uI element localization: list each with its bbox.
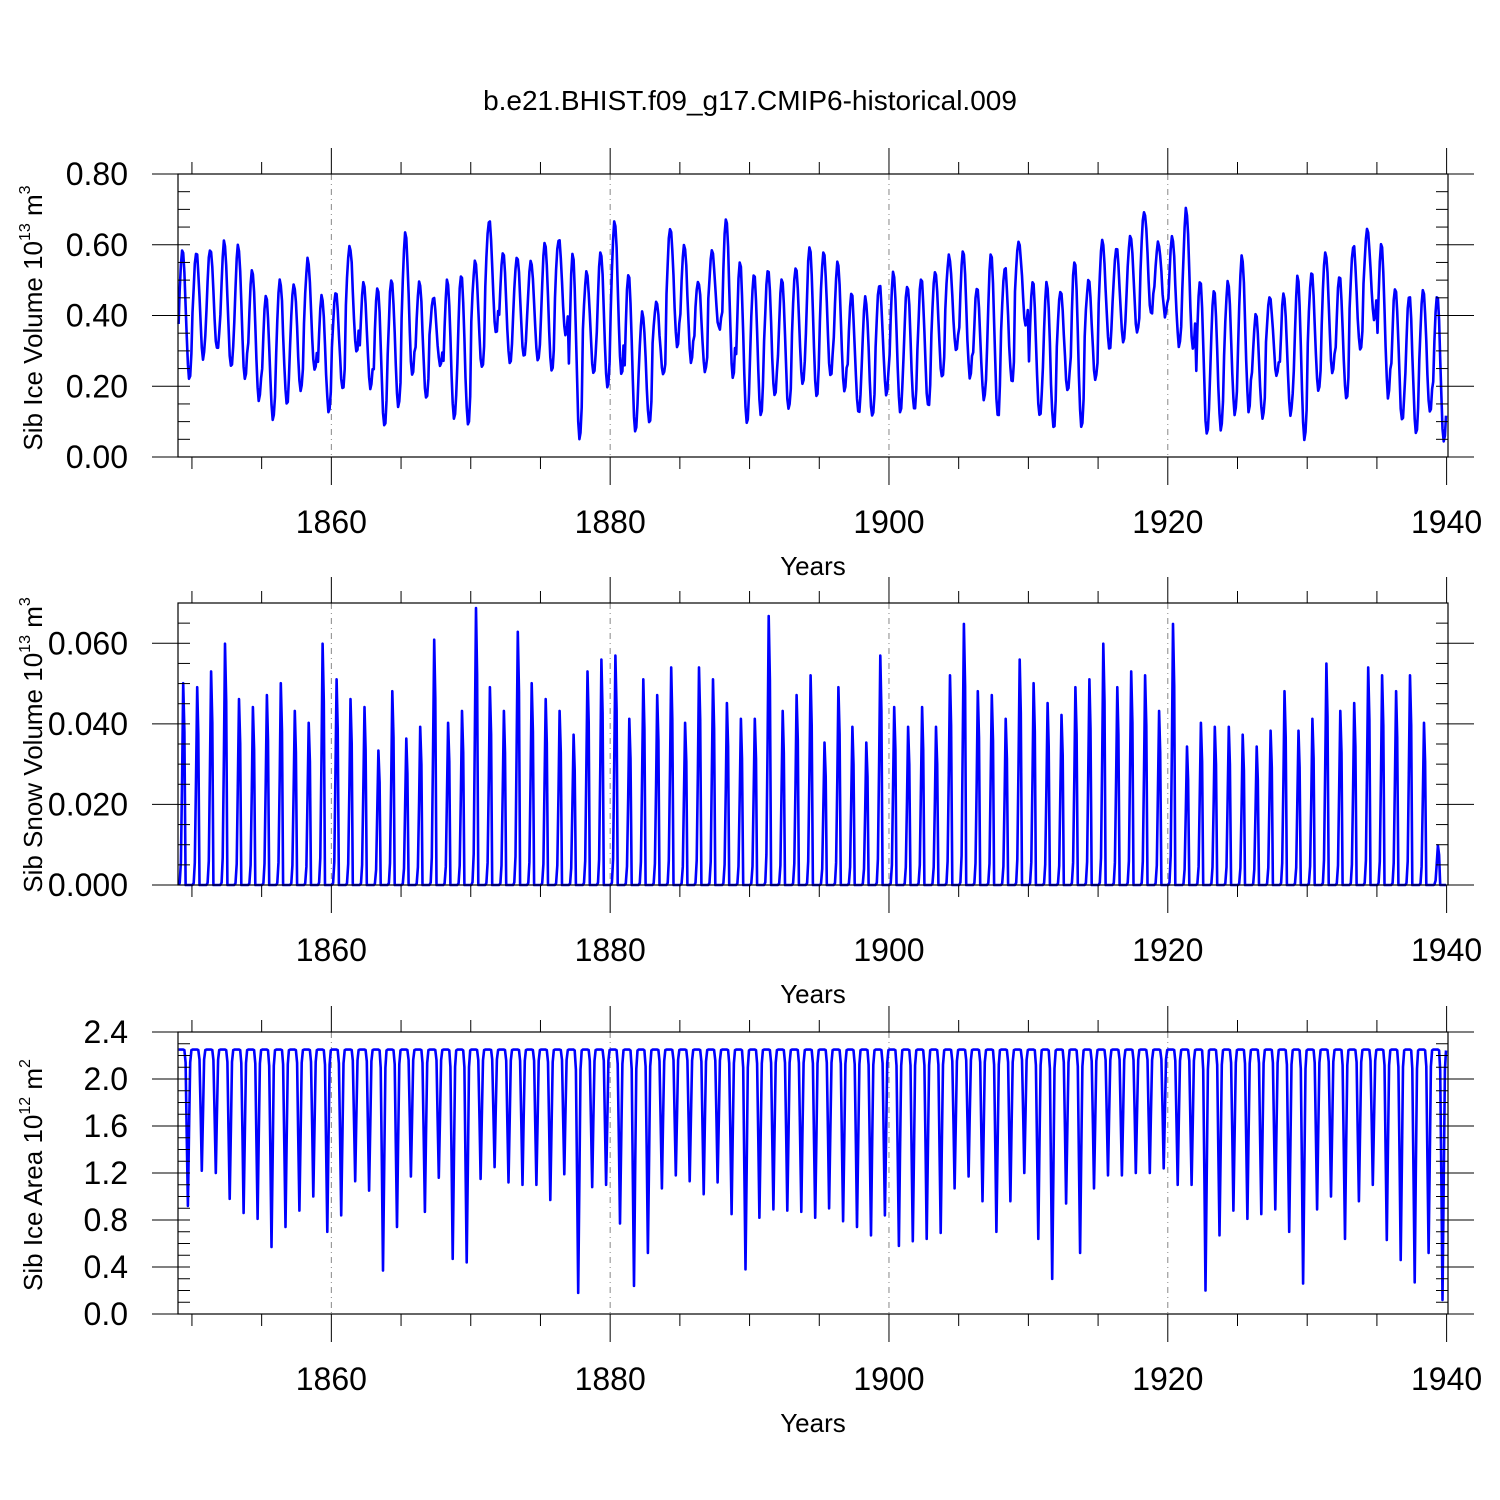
ice-area-panel: 1860 1880 1900 1920 1940 0.0 0.4 0.8 1.2 1.6 2.0 2.… [17,1006,1482,1438]
x-tick-label: 1900 [853,504,924,540]
snow-volume-panel: 1860 1880 1900 1920 1940 0.000 0.020 0.040 0.060… [17,577,1482,1009]
y-tick-label: 0.060 [48,625,128,661]
x-tick-label: 1860 [296,932,367,968]
y-tick-label: 0.0 [84,1296,128,1332]
chart-title: b.e21.BHIST.f09_g17.CMIP6-historical.009 [483,85,1017,116]
x-tick-label: 1900 [853,1361,924,1397]
x-tick-label: 1940 [1411,504,1482,540]
x-axis-label: Years [780,1408,846,1438]
y-tick-label: 0.000 [48,867,128,903]
y-axis-label: Sib Snow Volume 1013 m3 [17,597,48,893]
x-axis-label: Years [780,551,846,581]
x-tick-label: 1920 [1132,504,1203,540]
y-tick-label: 0.040 [48,706,128,742]
x-tick-label: 1860 [296,504,367,540]
x-tick-label: 1900 [853,932,924,968]
y-tick-label: 1.2 [84,1155,128,1191]
y-tick-label: 0.00 [66,439,128,475]
y-tick-label: 0.60 [66,227,128,263]
x-tick-label: 1920 [1132,932,1203,968]
y-tick-label: 0.40 [66,298,128,334]
x-axis-label: Years [780,979,846,1009]
x-tick-label: 1940 [1411,1361,1482,1397]
x-tick-label: 1860 [296,1361,367,1397]
y-tick-label: 0.8 [84,1202,128,1238]
ice-volume-series-line [177,206,1448,443]
y-tick-label: 1.6 [84,1108,128,1144]
ice-volume-panel: 1860 1880 1900 1920 1940 0.00 0.20 0.40 0.60 0.80… [17,148,1482,581]
x-tick-label: 1880 [575,932,646,968]
x-tick-label: 1880 [575,1361,646,1397]
x-tick-label: 1920 [1132,1361,1203,1397]
y-tick-label: 0.80 [66,156,128,192]
y-tick-label: 0.4 [84,1249,128,1285]
x-tick-label: 1940 [1411,932,1482,968]
x-tick-label: 1880 [575,504,646,540]
snow-volume-series-line [177,606,1447,887]
y-tick-label: 2.0 [84,1061,128,1097]
y-tick-label: 0.20 [66,368,128,404]
y-axis-label: Sib Ice Area 1012 m2 [17,1059,48,1291]
y-tick-label: 2.4 [84,1014,128,1050]
y-axis-label: Sib Ice Volume 1013 m3 [17,185,48,450]
ice-area-series-line [178,1048,1448,1302]
y-tick-label: 0.020 [48,786,128,822]
